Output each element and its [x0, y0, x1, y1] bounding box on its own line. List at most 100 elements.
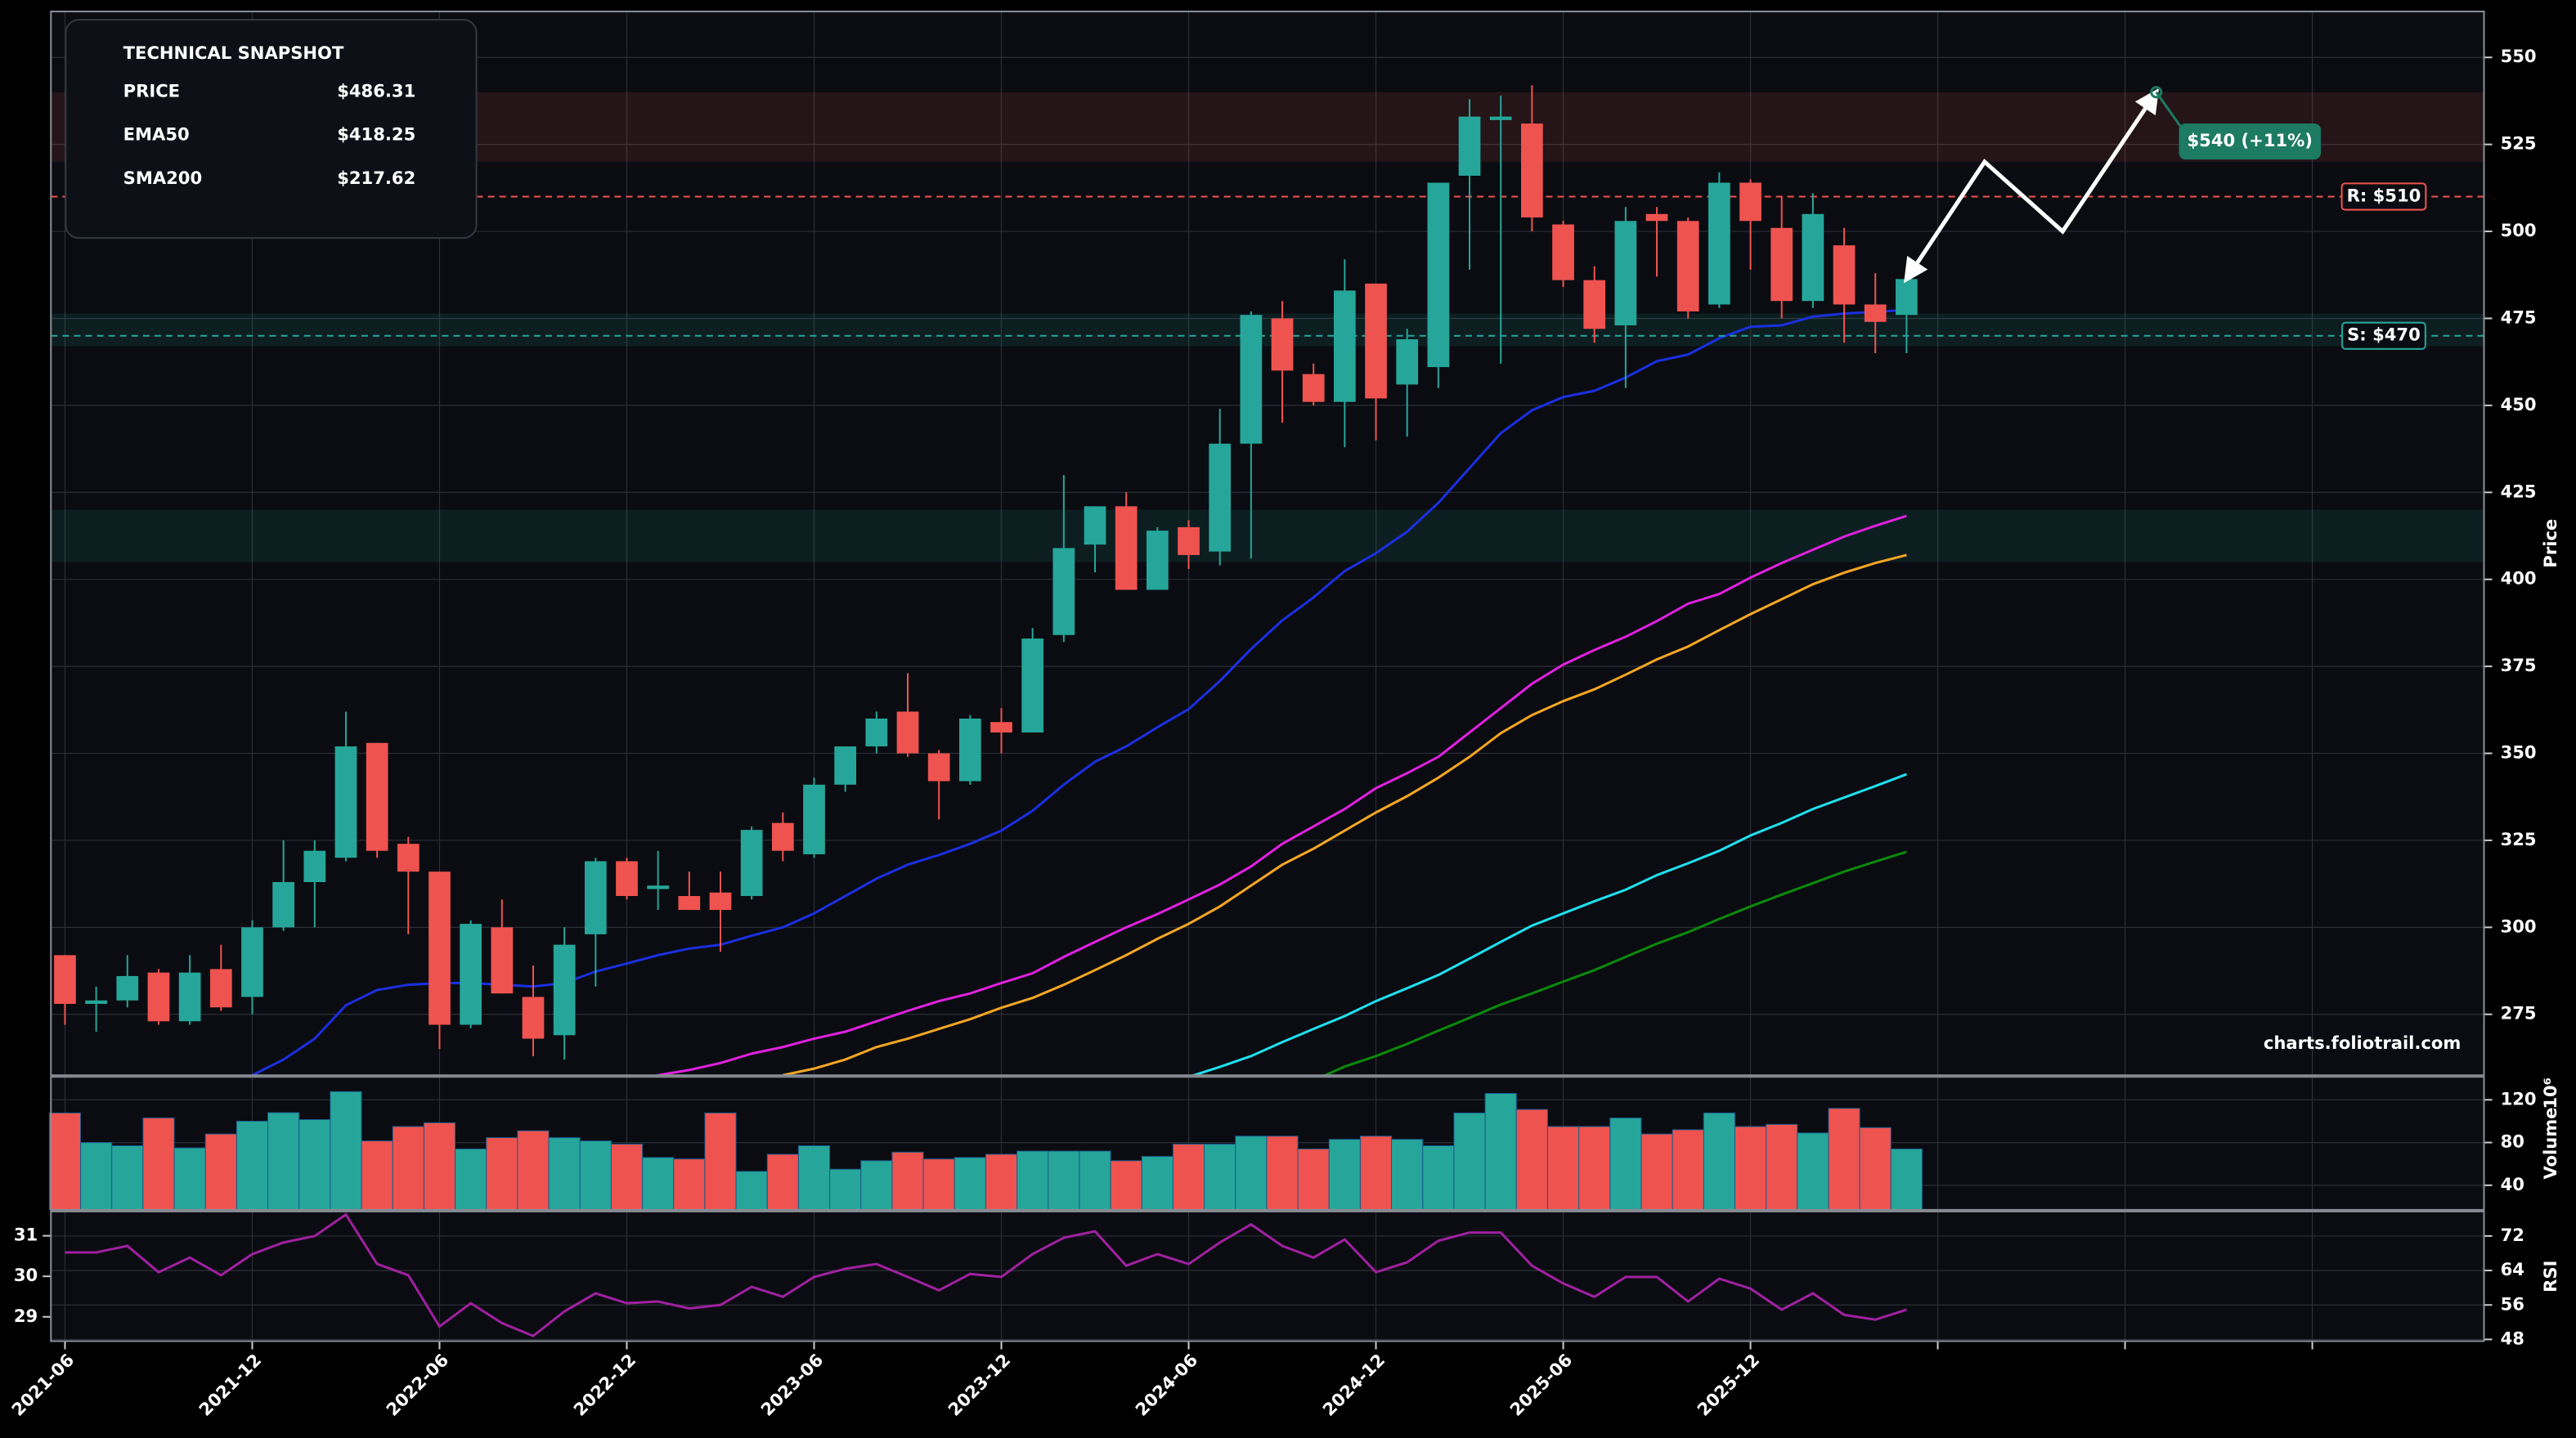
indicator-line: [1190, 773, 1907, 1076]
candle-body: [334, 746, 357, 858]
y-axis-label: Price: [2540, 519, 2560, 568]
y-tick-label: 40: [2501, 1174, 2524, 1194]
zone: [51, 313, 2484, 347]
volume-bar: [985, 1154, 1018, 1211]
level-label-box: [2340, 182, 2427, 211]
panel-background: [51, 1211, 2484, 1342]
candle-body: [491, 927, 514, 994]
y-tick-label: 425: [2501, 481, 2537, 501]
volume-bar: [204, 1133, 237, 1211]
candle-body: [209, 969, 232, 1008]
candle-body: [678, 896, 701, 911]
candle-body: [865, 718, 888, 747]
indicator-line: [783, 553, 1907, 1076]
volume-bar: [173, 1147, 206, 1211]
candle-body: [616, 861, 638, 897]
volume-bar: [236, 1120, 269, 1211]
volume-bar: [80, 1142, 113, 1211]
volume-bar: [298, 1118, 331, 1211]
candle-body: [1489, 116, 1512, 120]
volume-bar: [142, 1118, 175, 1211]
y-tick-label: 525: [2501, 133, 2537, 154]
candle-body: [116, 975, 139, 1001]
candle-body: [990, 722, 1012, 732]
volume-bar: [1141, 1156, 1174, 1211]
volume-bar: [455, 1148, 487, 1211]
candle-body: [834, 746, 857, 785]
y-tick-label: 64: [2501, 1259, 2524, 1279]
volume-bar: [1048, 1150, 1080, 1211]
volume-bar: [361, 1140, 393, 1211]
candle-body: [1333, 290, 1356, 402]
projection-target: [2150, 86, 2163, 99]
y-axis-offset: 10⁶: [2540, 1077, 2560, 1109]
candle-body: [366, 742, 388, 851]
volume-bar: [48, 1112, 82, 1211]
candle-body: [1084, 506, 1106, 545]
y-tick-label: 80: [2501, 1131, 2524, 1152]
snapshot-value: $217.62: [337, 168, 415, 188]
volume-bar: [1453, 1112, 1486, 1211]
candle-body: [771, 822, 794, 851]
y-tick-label: 48: [2501, 1328, 2524, 1348]
candle-body: [1896, 279, 1918, 316]
candle-body: [1676, 221, 1699, 311]
volume-bar: [1828, 1108, 1860, 1211]
panel-frame: [50, 11, 2485, 1077]
volume-bar: [1515, 1109, 1548, 1211]
volume-bar: [829, 1168, 862, 1211]
projection-connector: [2155, 91, 2186, 132]
y-tick-label: 120: [2501, 1088, 2537, 1109]
volume-bar: [423, 1122, 456, 1211]
y-tick-label: 550: [2501, 46, 2537, 66]
candle-body: [1427, 182, 1450, 368]
snapshot-value: $418.25: [337, 124, 415, 145]
indicator-line: [657, 514, 1907, 1076]
candle-body: [709, 892, 732, 911]
volume-bar: [1297, 1148, 1330, 1211]
candle-body: [241, 927, 263, 997]
candle-body: [1802, 213, 1824, 302]
projection-label: $540 (+11%): [2188, 130, 2313, 150]
panel-frame: [50, 1210, 2485, 1342]
candle-body: [1458, 116, 1481, 176]
candle-body: [1770, 227, 1793, 302]
volume-bar: [1484, 1092, 1517, 1211]
y-tick-label: 30: [14, 1265, 38, 1285]
snapshot-label: EMA50: [123, 124, 190, 145]
candle-body: [1271, 318, 1294, 371]
y-tick-label: 72: [2501, 1225, 2524, 1245]
volume-bar: [891, 1151, 924, 1211]
y-tick-label: 475: [2501, 307, 2537, 327]
candle-body: [584, 861, 607, 934]
snapshot-title: TECHNICAL SNAPSHOT: [123, 43, 344, 63]
volume-bar: [610, 1144, 644, 1211]
candle-body: [147, 972, 170, 1022]
volume-bar: [1546, 1126, 1580, 1211]
snapshot-label: PRICE: [123, 80, 180, 101]
volume-bar: [1110, 1160, 1142, 1211]
volume-bar: [766, 1154, 799, 1211]
volume-bar: [922, 1158, 955, 1211]
candle-body: [803, 784, 825, 854]
volume-bar: [579, 1140, 612, 1211]
candle-body: [54, 955, 76, 1004]
y-tick-label: 275: [2501, 1003, 2537, 1024]
candle-body: [1240, 315, 1263, 444]
y-tick-label: 31: [14, 1225, 38, 1245]
snapshot-label: SMA200: [123, 168, 202, 188]
volume-bar: [1890, 1148, 1923, 1211]
candle-body: [85, 1000, 107, 1004]
y-axis-label: Volume: [2540, 1108, 2560, 1180]
volume-bar: [548, 1137, 581, 1211]
volume-bar: [735, 1171, 768, 1211]
candle-body: [1833, 245, 1856, 305]
candle-body: [272, 882, 294, 928]
candle-body: [1583, 280, 1606, 329]
volume-bar: [517, 1130, 550, 1211]
panel-frame: [50, 1076, 2485, 1211]
y-tick-label: 450: [2501, 394, 2537, 414]
candle-body: [1396, 339, 1419, 385]
volume-bar: [1235, 1136, 1268, 1211]
